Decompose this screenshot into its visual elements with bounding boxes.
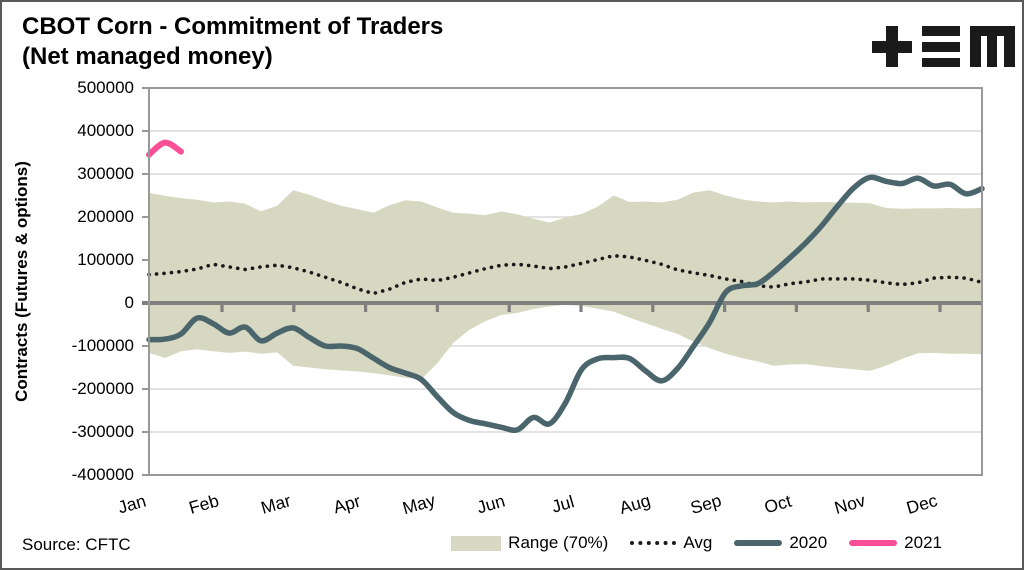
y-tick-label: 100000: [77, 250, 134, 269]
month-tick: [579, 305, 583, 312]
chart-plot-area: [142, 87, 985, 476]
x-month-label: Oct: [762, 490, 794, 518]
legend-label: Range (70%): [508, 533, 609, 552]
y-tick-label: -300000: [71, 422, 134, 441]
legend-swatch-line: [849, 540, 898, 546]
x-month-label: Jun: [474, 490, 508, 518]
legend-item: 2021: [849, 533, 942, 553]
chart-title-line1: CBOT Corn - Commitment of Traders: [22, 13, 444, 40]
legend-swatch-band: [451, 535, 502, 551]
month-tick: [938, 305, 942, 312]
y-tick-label: 500000: [77, 78, 134, 97]
x-month-label: May: [400, 489, 438, 519]
y-tick-label: -400000: [71, 465, 134, 484]
plot-border: [148, 87, 983, 476]
x-month-label: Nov: [832, 490, 868, 518]
legend: Range (70%) Avg 2020 2021: [451, 533, 942, 553]
legend-swatch-dotted: [630, 541, 677, 545]
chart-title-line2: (Net managed money): [22, 43, 273, 70]
plus-icon: [872, 26, 912, 67]
month-tick: [220, 305, 224, 312]
avg-line: [147, 253, 984, 296]
y-tick-label: 400000: [77, 121, 134, 140]
x-month-label: Apr: [331, 490, 364, 518]
month-tick: [866, 305, 870, 312]
line-2020: [146, 174, 985, 434]
legend-label: 2021: [904, 533, 942, 552]
x-month-label: Mar: [258, 490, 293, 518]
legend-item: 2020: [734, 533, 827, 553]
month-tick: [292, 305, 296, 312]
m-glyph-icon: [970, 26, 1015, 67]
x-month-label: Jan: [115, 490, 149, 518]
month-tick: [723, 305, 727, 312]
x-month-label: Aug: [616, 490, 653, 518]
month-tick: [364, 305, 368, 312]
y-axis-title: Contracts (Futures & options): [12, 161, 31, 402]
chart-title: CBOT Corn - Commitment of Traders (Net m…: [22, 12, 443, 72]
month-tick: [794, 305, 798, 312]
y-tick-label: 0: [124, 293, 134, 312]
source-note: Source: CFTC: [22, 535, 131, 554]
x-month-label: Dec: [903, 490, 940, 518]
x-month-label: Feb: [186, 490, 221, 518]
legend-swatch-line: [734, 540, 783, 546]
month-tick: [507, 305, 511, 312]
y-tick-label: 300000: [77, 164, 134, 183]
x-month-label: Jul: [549, 491, 577, 517]
legend-item: Avg: [630, 533, 712, 553]
legend-label: Avg: [683, 533, 713, 552]
line-2021: [146, 139, 184, 158]
tem-logo: [872, 26, 1015, 67]
legend-item: Range (70%): [451, 533, 608, 553]
y-tick-label: 200000: [77, 207, 134, 226]
y-tick-label: -100000: [71, 336, 134, 355]
x-month-label: Sep: [688, 490, 724, 518]
triple-bars-icon: [922, 26, 960, 67]
y-tick-label: -200000: [71, 379, 134, 398]
range-band-area: [149, 190, 982, 380]
legend-label: 2020: [789, 533, 828, 552]
month-tick: [651, 305, 655, 312]
month-tick: [435, 305, 439, 312]
